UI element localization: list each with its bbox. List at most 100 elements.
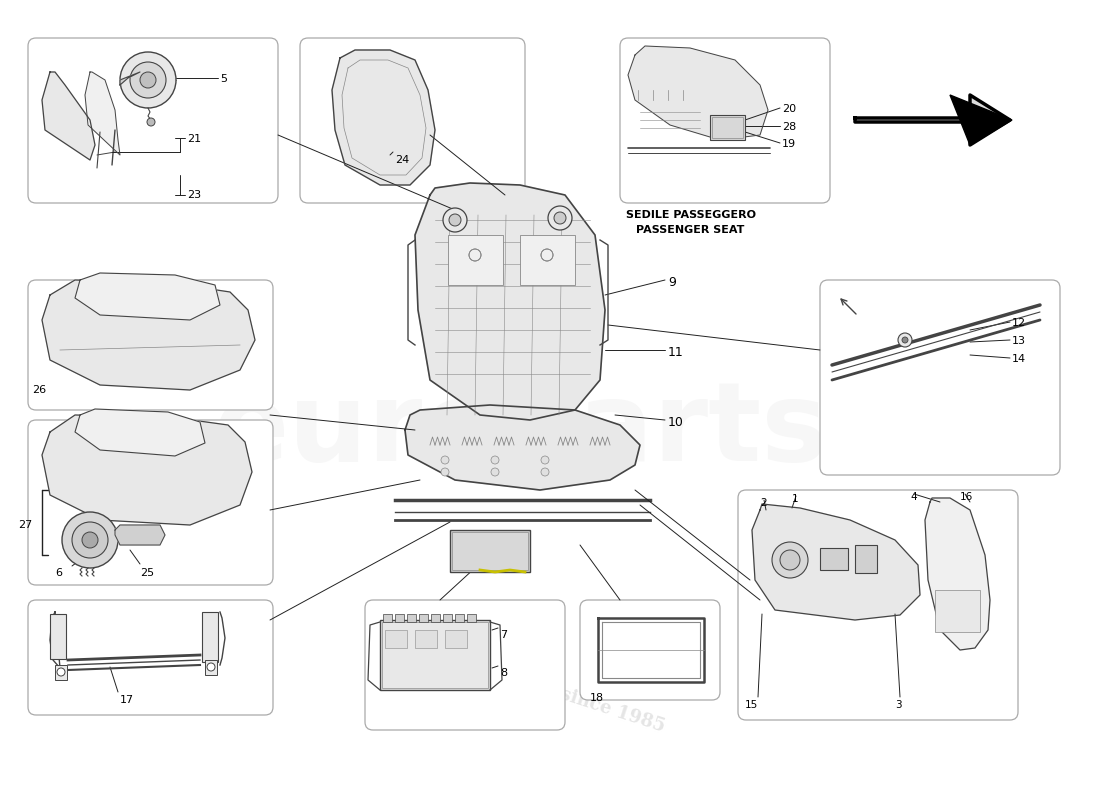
Text: 6: 6 (55, 568, 62, 578)
Circle shape (548, 206, 572, 230)
Bar (407, 614, 416, 622)
Text: 24: 24 (395, 155, 409, 165)
Circle shape (57, 668, 65, 676)
Bar (395, 614, 404, 622)
Polygon shape (116, 525, 165, 545)
Text: PASSENGER SEAT: PASSENGER SEAT (636, 225, 745, 235)
FancyBboxPatch shape (580, 600, 720, 700)
Text: 11: 11 (668, 346, 684, 359)
Bar (205, 660, 217, 675)
FancyBboxPatch shape (28, 38, 278, 203)
Circle shape (780, 550, 800, 570)
Polygon shape (855, 95, 1010, 145)
Circle shape (449, 214, 461, 226)
Circle shape (140, 72, 156, 88)
Polygon shape (628, 46, 768, 140)
Polygon shape (42, 72, 95, 160)
Circle shape (130, 62, 166, 98)
Polygon shape (85, 72, 120, 155)
Polygon shape (332, 50, 434, 185)
Bar (379, 620, 490, 690)
Circle shape (443, 208, 468, 232)
Bar (431, 614, 440, 622)
Bar (468, 614, 476, 622)
Text: 4: 4 (910, 492, 916, 502)
Circle shape (62, 512, 118, 568)
Text: 8: 8 (500, 668, 507, 678)
Bar (450, 530, 530, 572)
Bar (202, 612, 218, 662)
Text: 5: 5 (220, 74, 227, 84)
Circle shape (772, 542, 808, 578)
Text: 2: 2 (760, 498, 767, 508)
Circle shape (491, 468, 499, 476)
FancyBboxPatch shape (738, 490, 1018, 720)
Bar (415, 630, 437, 648)
Bar (385, 630, 407, 648)
Text: SEDILE PASSEGGERO: SEDILE PASSEGGERO (626, 210, 756, 220)
Text: 17: 17 (120, 695, 134, 705)
Polygon shape (42, 415, 252, 525)
Text: 7: 7 (500, 630, 507, 640)
Text: 25: 25 (140, 568, 154, 578)
FancyBboxPatch shape (28, 420, 273, 585)
Bar (382, 622, 488, 688)
Text: 18: 18 (590, 693, 604, 703)
Text: 9: 9 (668, 276, 675, 289)
Circle shape (491, 456, 499, 464)
Text: 1: 1 (792, 494, 799, 504)
Text: 12: 12 (1012, 318, 1026, 328)
Text: 14: 14 (1012, 354, 1026, 364)
Text: 19: 19 (782, 139, 796, 149)
Bar (446, 630, 468, 648)
Bar (710, 115, 745, 140)
Circle shape (147, 118, 155, 126)
Polygon shape (925, 498, 990, 650)
Bar (820, 548, 848, 570)
Bar (55, 665, 67, 680)
Polygon shape (120, 72, 140, 85)
Circle shape (120, 52, 176, 108)
Polygon shape (415, 183, 605, 420)
Bar (419, 614, 428, 622)
Text: 3: 3 (895, 700, 902, 710)
Circle shape (902, 337, 908, 343)
Polygon shape (405, 405, 640, 490)
Circle shape (72, 522, 108, 558)
Text: 23: 23 (187, 190, 201, 200)
FancyBboxPatch shape (365, 600, 565, 730)
Text: 13: 13 (1012, 336, 1026, 346)
Bar (712, 117, 743, 138)
Text: 16: 16 (960, 492, 974, 502)
Polygon shape (950, 95, 1012, 145)
Text: 26: 26 (32, 385, 46, 395)
Text: 27: 27 (18, 520, 32, 530)
FancyBboxPatch shape (28, 280, 273, 410)
Text: a passion for parts since 1985: a passion for parts since 1985 (373, 625, 667, 735)
Bar (452, 532, 528, 570)
Bar (448, 235, 503, 285)
Circle shape (541, 468, 549, 476)
Polygon shape (752, 504, 920, 620)
Circle shape (441, 456, 449, 464)
Text: 15: 15 (745, 700, 758, 710)
Circle shape (554, 212, 566, 224)
Text: 21: 21 (187, 134, 201, 144)
Polygon shape (42, 280, 255, 390)
FancyBboxPatch shape (820, 280, 1060, 475)
Text: europarts: europarts (212, 377, 827, 483)
FancyBboxPatch shape (620, 38, 830, 203)
Bar (520, 235, 575, 285)
Polygon shape (75, 409, 205, 456)
Bar (383, 614, 392, 622)
Text: 28: 28 (782, 122, 796, 132)
Bar (855, 545, 877, 573)
Text: 10: 10 (668, 416, 684, 429)
Circle shape (441, 468, 449, 476)
Polygon shape (75, 273, 220, 320)
Circle shape (541, 456, 549, 464)
Circle shape (207, 663, 215, 671)
FancyBboxPatch shape (28, 600, 273, 715)
FancyBboxPatch shape (300, 38, 525, 203)
Bar (443, 614, 452, 622)
